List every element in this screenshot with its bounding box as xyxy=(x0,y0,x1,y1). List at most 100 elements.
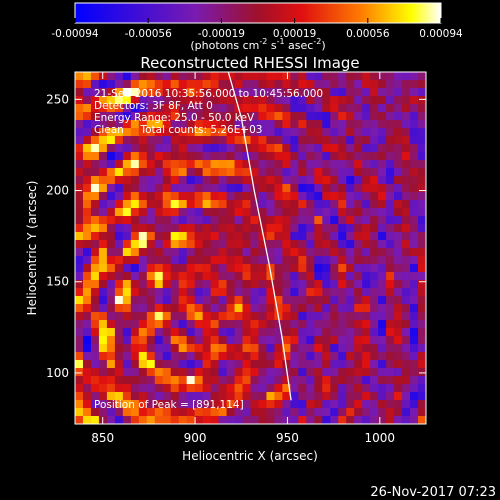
heatmap-cell xyxy=(234,80,244,89)
heatmap-cell xyxy=(106,280,116,289)
heatmap-cell xyxy=(226,128,236,137)
heatmap-cell xyxy=(258,384,268,393)
heatmap-cell xyxy=(106,176,116,185)
heatmap-cell xyxy=(378,312,387,321)
heatmap-cell xyxy=(75,200,84,209)
heatmap-cell xyxy=(218,144,228,153)
solar-limb-line xyxy=(227,72,292,401)
heatmap-cell xyxy=(138,336,148,345)
heatmap-cell xyxy=(410,392,419,401)
heatmap-cell xyxy=(162,360,172,369)
heatmap-cell xyxy=(210,336,220,345)
heatmap-cell xyxy=(290,80,299,89)
heatmap-cell xyxy=(306,272,315,281)
heatmap-cell xyxy=(274,168,284,177)
heatmap-cell xyxy=(194,392,204,401)
heatmap-cell xyxy=(330,288,339,297)
heatmap-cell xyxy=(386,104,395,113)
heatmap-cell xyxy=(210,80,220,89)
heatmap-cell xyxy=(386,144,395,153)
heatmap-cell xyxy=(146,384,156,393)
heatmap-cell xyxy=(410,208,419,217)
heatmap-cell xyxy=(138,104,148,113)
heatmap-cell xyxy=(282,88,291,97)
heatmap-cell xyxy=(234,368,244,377)
heatmap-cell xyxy=(338,160,347,169)
heatmap-cell xyxy=(290,296,299,305)
heatmap-cell xyxy=(386,360,395,369)
heatmap-cell xyxy=(274,288,284,297)
heatmap-cell xyxy=(330,296,339,305)
heatmap-cell xyxy=(226,152,236,161)
heatmap-cell xyxy=(338,136,347,145)
heatmap-cell xyxy=(362,352,371,361)
heatmap-cell xyxy=(394,208,403,217)
heatmap-cell xyxy=(98,352,108,361)
heatmap-cell xyxy=(386,192,395,201)
heatmap-cell xyxy=(226,136,236,145)
heatmap-cell xyxy=(354,368,363,377)
heatmap-cell xyxy=(194,80,204,89)
heatmap-cell xyxy=(122,400,132,409)
heatmap-cell xyxy=(202,304,212,313)
heatmap-cell xyxy=(202,80,212,89)
heatmap-cell xyxy=(314,72,323,81)
heatmap-cell xyxy=(306,256,315,265)
heatmap-cell xyxy=(154,408,164,417)
heatmap-cell xyxy=(106,80,116,89)
heatmap-cell xyxy=(298,272,307,281)
heatmap-cell xyxy=(162,168,172,177)
heatmap-cell xyxy=(170,256,180,265)
heatmap-cell xyxy=(378,192,387,201)
heatmap-cell xyxy=(146,400,156,409)
heatmap-cell xyxy=(210,144,220,153)
heatmap-cell xyxy=(218,176,228,185)
heatmap-cell xyxy=(130,384,140,393)
heatmap-cell xyxy=(322,248,331,257)
heatmap-cell xyxy=(106,392,116,401)
heatmap-cell xyxy=(146,88,156,97)
heatmap-cell xyxy=(282,176,291,185)
heatmap-cell xyxy=(394,192,403,201)
heatmap-cell xyxy=(378,296,387,305)
heatmap-cell xyxy=(402,408,411,417)
heatmap-cell xyxy=(402,200,411,209)
heatmap-cell xyxy=(282,408,291,417)
heatmap-cell xyxy=(306,208,315,217)
heatmap-cell xyxy=(82,192,92,201)
heatmap-cell xyxy=(154,376,164,385)
heatmap-cell xyxy=(314,104,323,113)
heatmap-cell xyxy=(298,80,307,89)
heatmap-cell xyxy=(162,280,172,289)
heatmap-cell xyxy=(258,88,268,97)
heatmap-cell xyxy=(338,304,347,313)
heatmap-cell xyxy=(250,216,260,225)
heatmap-cell xyxy=(122,232,132,241)
heatmap-cell xyxy=(362,416,371,424)
heatmap-cell xyxy=(138,304,148,313)
heatmap-cell xyxy=(170,160,180,169)
heatmap-cell xyxy=(162,368,172,377)
heatmap-cell xyxy=(370,376,379,385)
heatmap-cell xyxy=(114,96,124,105)
heatmap-cell xyxy=(202,192,212,201)
heatmap-cell xyxy=(75,128,84,137)
heatmap-cell xyxy=(322,112,331,121)
heatmap-cell xyxy=(122,328,132,337)
heatmap-cell xyxy=(282,192,291,201)
heatmap-cell xyxy=(418,192,426,201)
heatmap-cell xyxy=(226,328,236,337)
heatmap-cell xyxy=(210,96,220,105)
heatmap-cell xyxy=(258,312,268,321)
heatmap-cell xyxy=(130,248,140,257)
heatmap-cell xyxy=(122,240,132,249)
heatmap-cell xyxy=(242,152,252,161)
heatmap-cell xyxy=(266,280,276,289)
heatmap-cell xyxy=(226,88,236,97)
heatmap-cell xyxy=(178,312,188,321)
heatmap-cell xyxy=(234,200,244,209)
heatmap-cell xyxy=(410,248,419,257)
heatmap-cell xyxy=(90,176,100,185)
heatmap-cell xyxy=(146,232,156,241)
heatmap-cell xyxy=(410,376,419,385)
